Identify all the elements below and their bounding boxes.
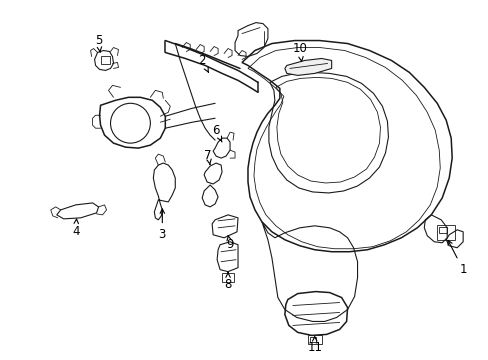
Polygon shape <box>285 58 331 75</box>
Text: 11: 11 <box>306 337 322 354</box>
Text: 7: 7 <box>204 149 211 165</box>
Text: 6: 6 <box>212 124 222 142</box>
Text: 10: 10 <box>292 42 306 61</box>
Text: 3: 3 <box>158 209 165 241</box>
Text: 4: 4 <box>72 219 79 238</box>
Text: 8: 8 <box>224 273 231 291</box>
Text: 1: 1 <box>447 240 466 276</box>
Text: 9: 9 <box>226 235 233 251</box>
Text: 5: 5 <box>95 34 102 53</box>
Text: 2: 2 <box>198 54 208 72</box>
